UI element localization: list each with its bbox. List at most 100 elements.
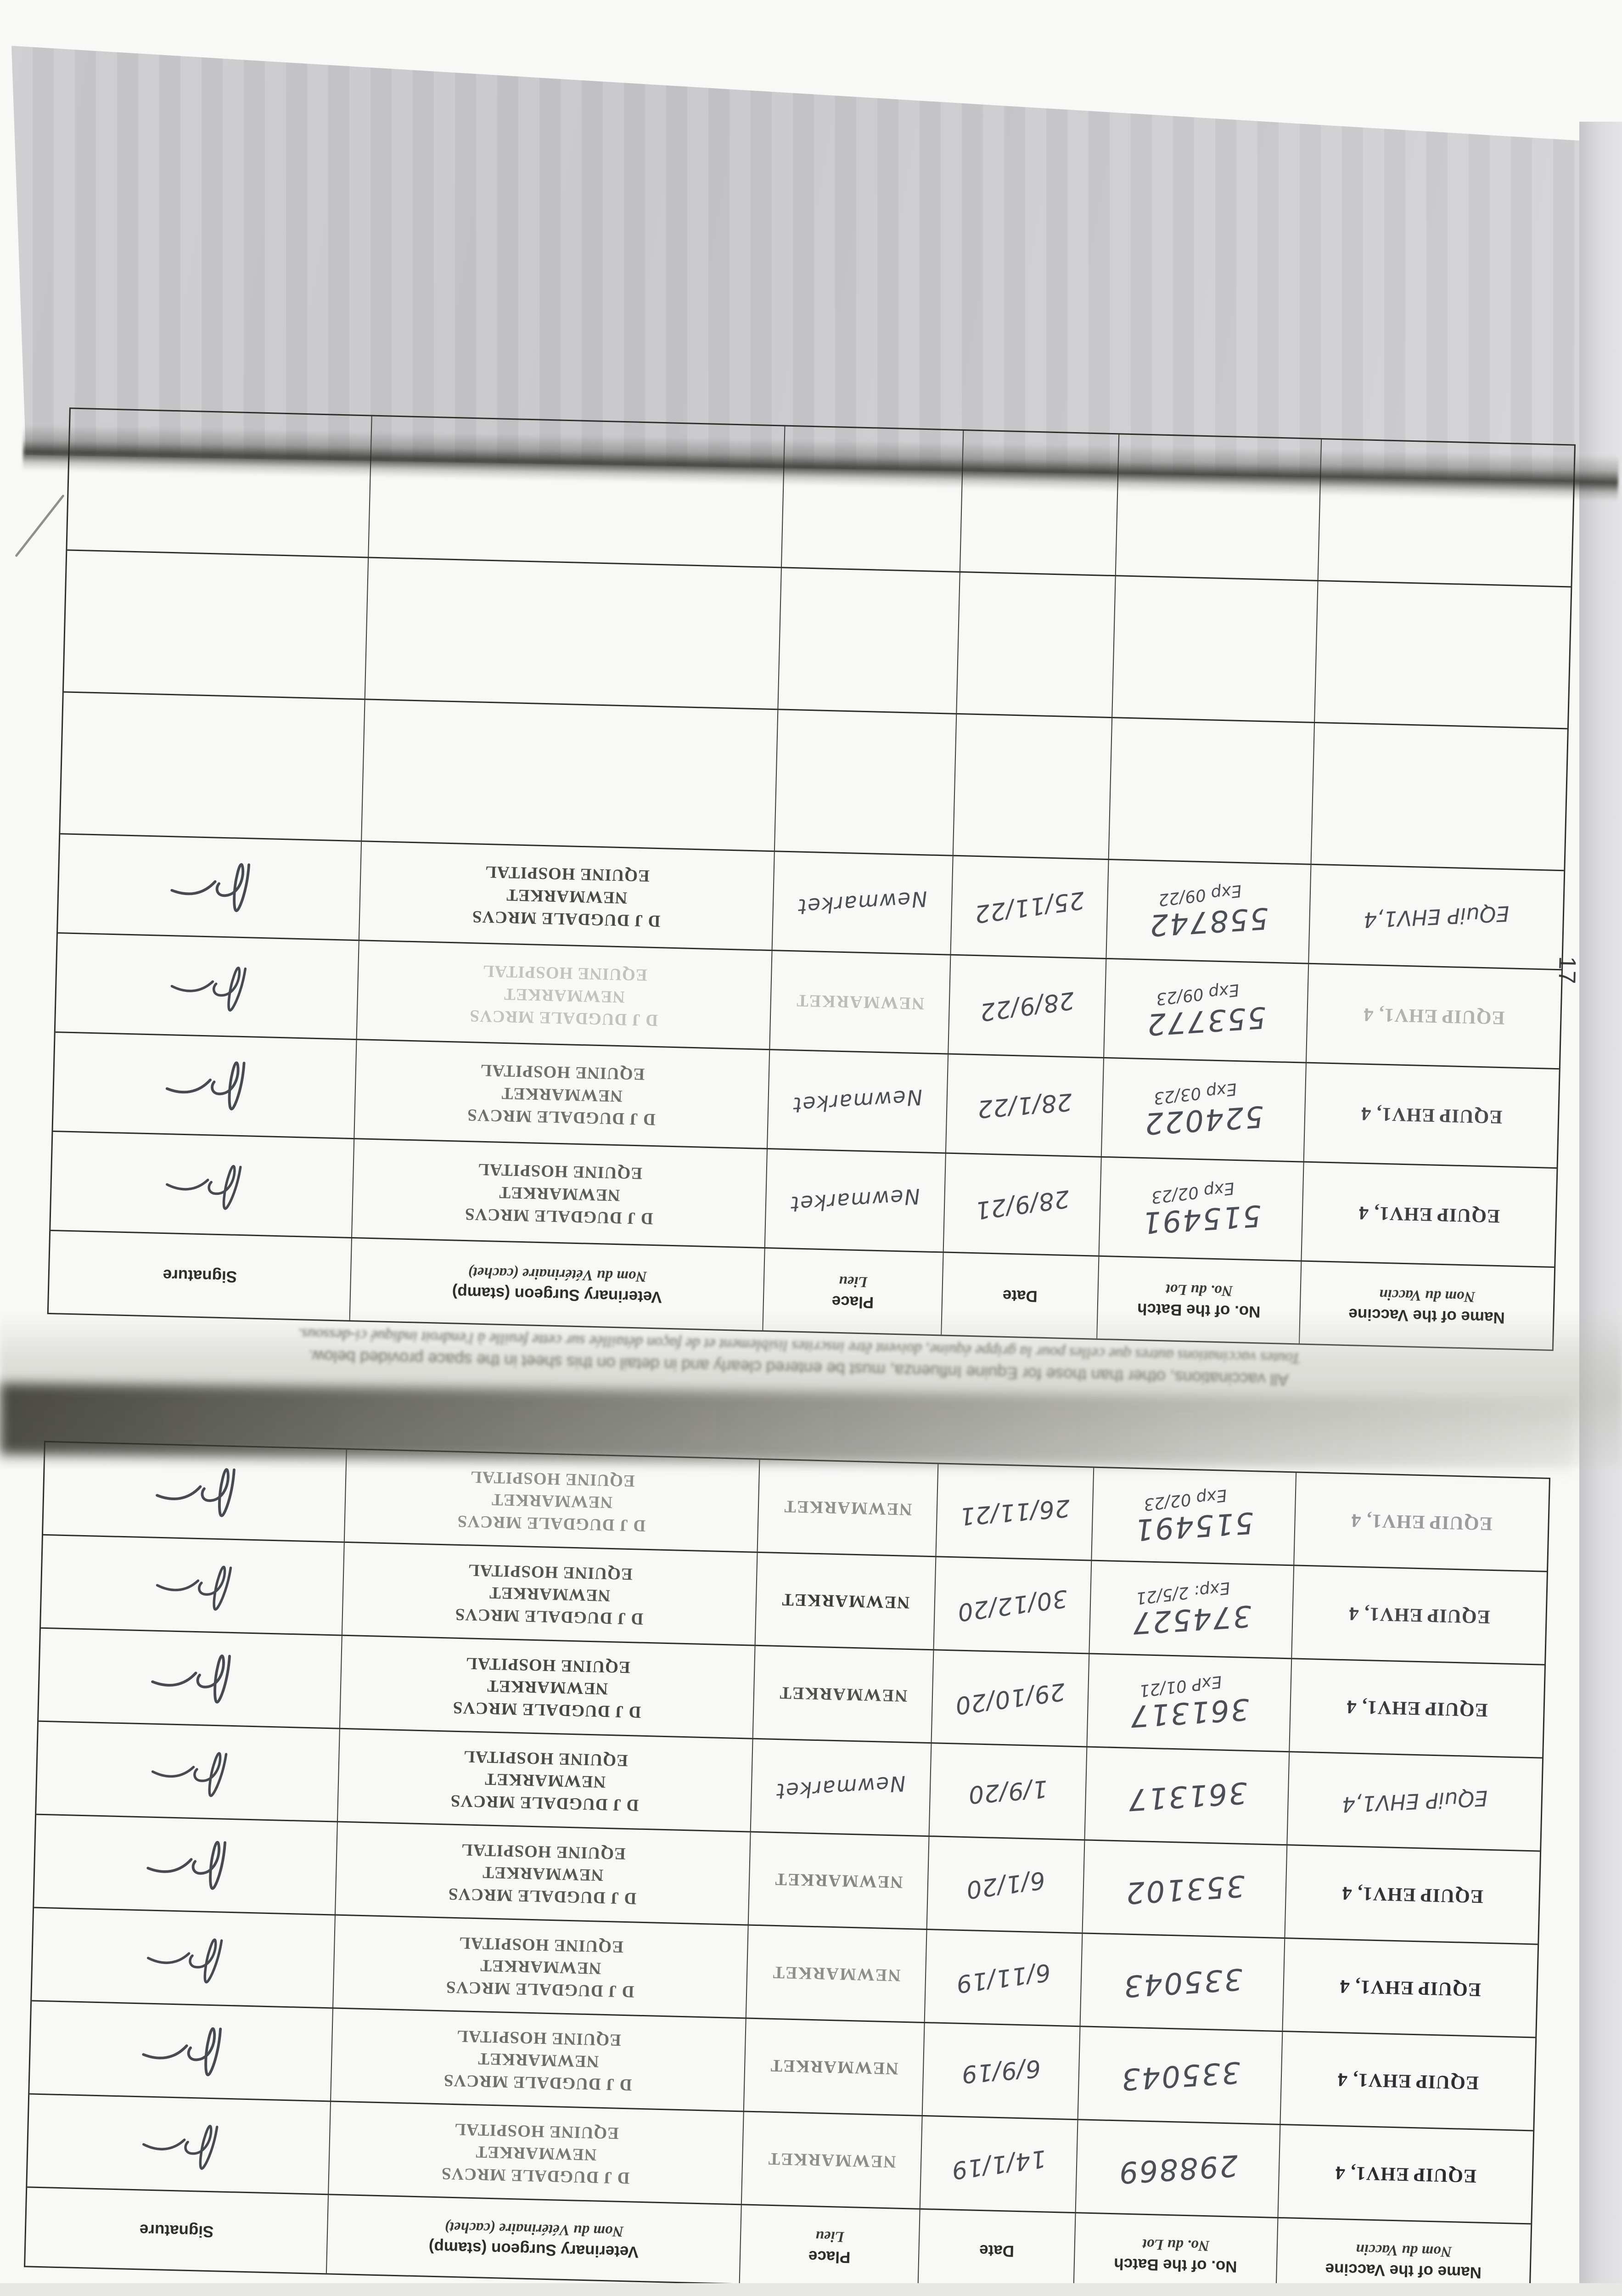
table-row: EQUIP EHV1, 4 374527 Exp: 2/5/21 30/12/2… <box>41 1535 1547 1666</box>
vaccine-name-cell: EQUIP EHV1, 4 <box>1280 2032 1535 2130</box>
vaccine-name-value: EQUIP EHV1, 4 <box>1341 1882 1484 1907</box>
place-cell: NEWMARKET <box>748 1832 930 1929</box>
place-value: NEWMARKET <box>767 2149 897 2172</box>
signature-cell <box>60 692 365 841</box>
table-row: EQUIP EHV1, 4 353102 6/1/20 NEWMARKET D … <box>34 1815 1540 1945</box>
table-row: EQUIP EHV1, 4 335043 6/11/19 NEWMARKET D… <box>32 1908 1538 2038</box>
vet-stamp-cell: D J DUGDALE MRCVS NEWMARKET EQUINE HOSPI… <box>336 1822 751 1925</box>
vet-stamp-line2: NEWMARKET <box>484 1769 606 1792</box>
vet-stamp-line2: NEWMARKET <box>501 1083 623 1106</box>
vet-stamp-cell: D J DUGDALE MRCVS NEWMARKET EQUINE HOSPI… <box>337 1729 753 1831</box>
vaccine-name-value: EQUIP EHV1, 4 <box>1346 1696 1488 1721</box>
header-date: Date <box>918 2209 1076 2292</box>
signature-cell <box>27 2094 331 2194</box>
signature-cell <box>29 2001 333 2101</box>
signature-scribble <box>166 1062 246 1111</box>
batch-cell: 335043 <box>1078 2027 1283 2124</box>
batch-number-value: 361317 <box>1126 1775 1248 1817</box>
vet-stamp-cell <box>362 700 779 851</box>
vet-stamp-line1: D J DUGDALE MRCVS <box>471 906 661 930</box>
date-cell <box>953 714 1113 859</box>
vet-stamp-line2: NEWMARKET <box>482 1863 604 1885</box>
vaccine-name-value: EQUIP EHV1, 4 <box>1350 1509 1493 1534</box>
place-value: NEWMARKET <box>783 1497 912 1519</box>
date-value: 28/1/22 <box>976 1088 1073 1123</box>
vet-stamp-line2: NEWMARKET <box>491 1490 613 1512</box>
date-value: 1/9/20 <box>967 1774 1049 1809</box>
place-cell: NEWMARKET <box>744 2019 925 2115</box>
place-cell: NEWMARKET <box>770 951 951 1053</box>
vaccine-name-value: EQUIP EHV1, 4 <box>1339 1975 1482 2000</box>
signature-cell <box>32 1908 336 2008</box>
signature-cell <box>63 551 369 699</box>
header-vaccine-en: Name of the Vaccine <box>1348 1305 1505 1327</box>
signature-cell <box>58 834 362 940</box>
batch-cell <box>1109 718 1315 864</box>
vaccine-name-cell: EQUIP EHV1, 4 <box>1302 1163 1556 1266</box>
header-place-fr: Lieu <box>838 1272 868 1290</box>
place-cell: NEWMARKET <box>755 1553 937 1649</box>
vet-stamp-cell: D J DUGDALE MRCVS NEWMARKET EQUINE HOSPI… <box>359 842 775 950</box>
header-signature: Signature <box>48 1231 352 1320</box>
place-cell: Newmarket <box>772 852 954 954</box>
batch-cell: 558742 Exp 09/22 <box>1106 860 1312 963</box>
signature-scribble <box>142 2027 222 2077</box>
vet-stamp-cell: D J DUGDALE MRCVS NEWMARKET EQUINE HOSPI… <box>344 1449 760 1552</box>
vet-stamp-cell: D J DUGDALE MRCVS NEWMARKET EQUINE HOSPI… <box>354 1040 770 1148</box>
header-batch-en: No. of the Batch <box>1137 1300 1261 1321</box>
vet-stamp-line3: EQUINE HOSPITAL <box>484 862 650 885</box>
date-cell: 28/1/22 <box>946 1054 1105 1156</box>
signature-scribble <box>170 863 251 912</box>
batch-cell: 553772 Exp 09/23 <box>1104 959 1309 1062</box>
vet-stamp-cell: D J DUGDALE MRCVS NEWMARKET EQUINE HOSPI… <box>342 1542 758 1645</box>
vet-stamp-line3: EQUINE HOSPITAL <box>458 1933 624 1956</box>
vaccine-name-value: EQUIP EHV1, 4 <box>1358 1202 1500 1227</box>
place-value: NEWMARKET <box>781 1590 910 1612</box>
header-vaccine: Name of the Vaccine Nom du Vaccin <box>1300 1262 1554 1350</box>
table-row: EQUIP EHV1, 4 361317 ExP 01/21 29/10/20 … <box>39 1628 1545 1759</box>
place-cell: Newmarket <box>765 1149 946 1252</box>
vaccine-name-value: EQUIP EHV1, 4 <box>1360 1103 1503 1128</box>
right-scanner-edge <box>1579 122 1622 2296</box>
date-value: 14/1/19 <box>949 2144 1048 2184</box>
date-cell: 28/9/22 <box>949 955 1107 1057</box>
date-cell <box>957 572 1116 717</box>
vet-stamp-cell: D J DUGDALE MRCVS NEWMARKET EQUINE HOSPI… <box>340 1636 756 1738</box>
batch-cell: 515491 Exp 02/23 <box>1092 1468 1297 1565</box>
signature-scribble <box>146 1841 227 1890</box>
date-cell: 25/11/22 <box>951 856 1109 958</box>
date-value: 6/1/20 <box>964 1866 1047 1904</box>
vet-stamp-line1: D J DUGDALE MRCVS <box>466 1105 656 1129</box>
header-signature: Signature <box>25 2188 329 2273</box>
header-place: Place Lieu <box>740 2205 920 2288</box>
header-vet-fr: Nom du Vétérinaire (cachet) <box>468 1264 647 1285</box>
vaccine-name-cell: EQUIP EHV1, 4 <box>1304 1064 1559 1167</box>
date-cell: 6/11/19 <box>925 1930 1083 2026</box>
batch-cell: 361317 <box>1085 1747 1290 1845</box>
header-vet-en: Veterinary Surgeon (stamp) <box>428 2238 639 2261</box>
table-row: EQUIP EHV1, 4 524022 Exp 03/23 28/1/22 N… <box>53 1033 1559 1169</box>
table-row: EQUIP EHV1, 4 515491 Exp 02/23 26/11/21 … <box>43 1442 1549 1572</box>
vet-stamp-cell: D J DUGDALE MRCVS NEWMARKET EQUINE HOSPI… <box>329 2102 744 2204</box>
vet-stamp-line2: NEWMARKET <box>479 1956 601 1978</box>
vaccine-name-cell: EQuiP EHV1,4 <box>1309 865 1564 969</box>
batch-cell: 374527 Exp: 2/5/21 <box>1089 1561 1295 1658</box>
signature-cell <box>55 934 359 1039</box>
vet-stamp-line1: D J DUGDALE MRCVS <box>455 1604 644 1629</box>
vet-stamp-line3: EQUINE HOSPITAL <box>460 1840 626 1863</box>
signature-scribble <box>147 1938 223 1983</box>
vet-stamp-line2: NEWMARKET <box>475 2142 597 2165</box>
vet-stamp-line2: NEWMARKET <box>488 1583 611 1605</box>
batch-cell <box>1112 576 1319 722</box>
vet-stamp-line3: EQUINE HOSPITAL <box>463 1746 629 1770</box>
place-cell: Newmarket <box>751 1739 932 1836</box>
date-cell: 6/9/19 <box>922 2023 1081 2119</box>
vet-stamp-line3: EQUINE HOSPITAL <box>456 2026 622 2049</box>
vet-stamp-line1: D J DUGDALE MRCVS <box>469 1006 658 1030</box>
table-row: EQuiP EHV1,4 361317 1/9/20 Newmarket D J… <box>36 1722 1543 1852</box>
signature-cell <box>36 1722 340 1821</box>
vaccine-name-cell: EQUIP EHV1, 4 <box>1294 1473 1549 1570</box>
vet-stamp-cell <box>365 558 782 709</box>
vet-stamp-line3: EQUINE HOSPITAL <box>482 961 648 985</box>
vet-stamp-line1: D J DUGDALE MRCVS <box>452 1698 641 1722</box>
